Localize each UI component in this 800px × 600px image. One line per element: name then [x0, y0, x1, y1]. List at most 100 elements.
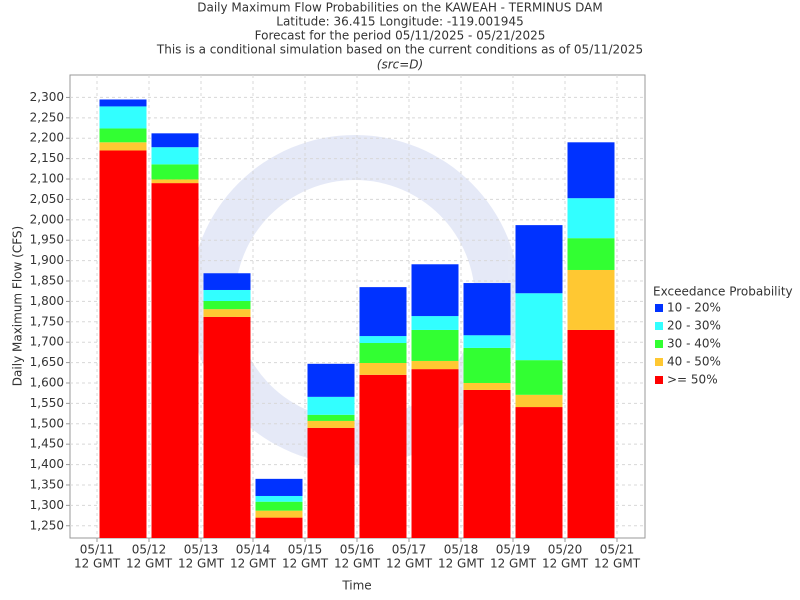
y-tick-label: 1,800 — [30, 294, 64, 308]
x-tick-label: 05/19 — [496, 543, 531, 557]
y-tick-label: 2,000 — [30, 212, 64, 226]
bar-segment — [203, 273, 251, 290]
bar-segment — [203, 309, 251, 317]
y-tick-label: 1,600 — [30, 375, 64, 389]
y-tick-label: 2,300 — [30, 90, 64, 104]
bar-segment — [151, 133, 199, 148]
bar-segment — [203, 289, 251, 301]
bar-segment — [515, 293, 563, 361]
y-tick-label: 1,550 — [30, 396, 64, 410]
bar-segment — [515, 407, 563, 538]
bar-segment — [307, 363, 355, 397]
legend-label: 10 - 20% — [667, 301, 721, 315]
legend-swatch — [655, 358, 663, 366]
y-axis-label: Daily Maximum Flow (CFS) — [11, 226, 25, 386]
y-tick-label: 1,450 — [30, 437, 64, 451]
bar-segment — [99, 99, 147, 107]
bar-segment — [151, 179, 199, 184]
y-tick-label: 1,700 — [30, 335, 64, 349]
x-tick-label: 12 GMT — [438, 557, 485, 571]
title-line: Daily Maximum Flow Probabilities on the … — [197, 1, 603, 15]
legend-label: >= 50% — [667, 373, 718, 387]
x-tick-label: 05/12 — [132, 543, 167, 557]
x-tick-label: 05/13 — [184, 543, 219, 557]
bar-segment — [151, 164, 199, 180]
bar-segment — [463, 389, 511, 538]
bar-segment — [463, 347, 511, 383]
legend-label: 40 - 50% — [667, 355, 721, 369]
x-tick-label: 12 GMT — [386, 557, 433, 571]
bar-segment — [255, 510, 303, 518]
bar-segment — [255, 478, 303, 496]
bar-segment — [411, 369, 459, 538]
bar-segment — [411, 316, 459, 330]
legend-label: 30 - 40% — [667, 337, 721, 351]
bar-segment — [515, 225, 563, 294]
bar-segment — [307, 427, 355, 538]
x-tick-label: 12 GMT — [230, 557, 277, 571]
y-tick-label: 1,650 — [30, 355, 64, 369]
y-tick-label: 1,900 — [30, 253, 64, 267]
x-tick-label: 12 GMT — [594, 557, 641, 571]
bar-segment — [307, 396, 355, 415]
legend-swatch — [655, 304, 663, 312]
bar-segment — [567, 238, 615, 270]
x-tick-label: 12 GMT — [334, 557, 381, 571]
y-tick-label: 1,400 — [30, 457, 64, 471]
y-tick-label: 1,350 — [30, 477, 64, 491]
bar-segment — [359, 287, 407, 337]
bar-segment — [99, 128, 147, 143]
x-tick-label: 05/14 — [236, 543, 271, 557]
x-tick-label: 12 GMT — [126, 557, 173, 571]
bar-segment — [203, 300, 251, 310]
legend-title: Exceedance Probability — [653, 285, 793, 299]
bar-segment — [359, 336, 407, 344]
legend-swatch — [655, 322, 663, 330]
x-tick-label: 05/16 — [340, 543, 375, 557]
bar-segment — [99, 106, 147, 129]
subtitle: (src=D) — [377, 58, 423, 72]
x-tick-label: 05/21 — [600, 543, 635, 557]
bar-segment — [567, 329, 615, 538]
x-tick-label: 05/20 — [548, 543, 583, 557]
bar-segment — [255, 501, 303, 511]
x-axis-label: Time — [341, 579, 371, 593]
bar-segment — [255, 495, 303, 502]
x-tick-label: 12 GMT — [282, 557, 329, 571]
y-tick-label: 1,300 — [30, 498, 64, 512]
y-tick-label: 2,050 — [30, 192, 64, 206]
y-tick-label: 1,750 — [30, 314, 64, 328]
bar-segment — [463, 283, 511, 336]
bar-segment — [567, 269, 615, 330]
y-tick-label: 2,150 — [30, 151, 64, 165]
bar-segment — [411, 360, 459, 370]
bar-segment — [515, 394, 563, 408]
bar-segment — [151, 183, 199, 538]
y-tick-label: 2,100 — [30, 172, 64, 186]
bar-segment — [359, 343, 407, 363]
bar-segment — [99, 142, 147, 151]
x-tick-label: 05/17 — [392, 543, 427, 557]
y-tick-label: 2,200 — [30, 131, 64, 145]
x-tick-label: 12 GMT — [542, 557, 589, 571]
bar-segment — [463, 335, 511, 348]
y-tick-label: 1,250 — [30, 518, 64, 532]
bar-segment — [515, 360, 563, 395]
y-tick-label: 1,850 — [30, 274, 64, 288]
bar-segment — [359, 374, 407, 538]
legend-swatch — [655, 340, 663, 348]
bar-segment — [307, 420, 355, 428]
bar-segment — [411, 264, 459, 317]
y-tick-label: 2,250 — [30, 110, 64, 124]
legend-swatch — [655, 376, 663, 384]
title-line: Forecast for the period 05/11/2025 - 05/… — [255, 29, 546, 43]
title-line: Latitude: 36.415 Longitude: -119.001945 — [276, 15, 523, 29]
bar-segment — [151, 147, 199, 165]
x-tick-label: 12 GMT — [178, 557, 225, 571]
bar-segment — [307, 414, 355, 421]
y-tick-label: 1,950 — [30, 233, 64, 247]
bar-segment — [255, 517, 303, 538]
bar-segment — [567, 198, 615, 239]
bar-segment — [463, 382, 511, 390]
